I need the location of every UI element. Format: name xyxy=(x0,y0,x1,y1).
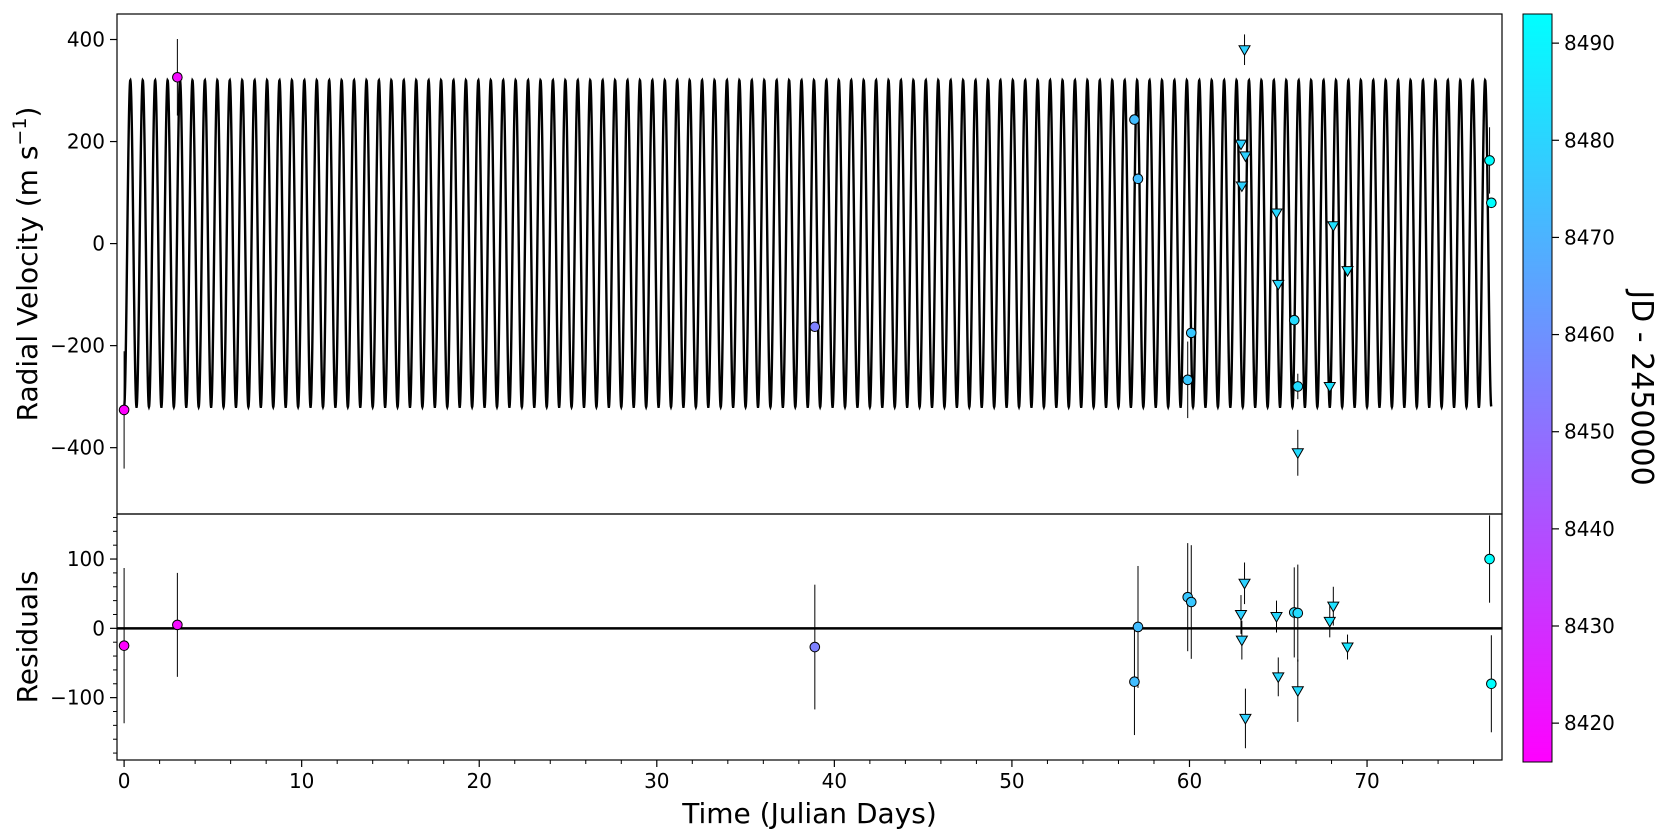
x-tick-label: 40 xyxy=(822,769,847,793)
rv-point-circle xyxy=(1484,155,1495,166)
colorbar-tick-label: 8470 xyxy=(1564,225,1615,249)
rv-point-circle xyxy=(118,404,130,416)
residuals-point-triangle xyxy=(1291,686,1305,698)
x-tick-label: 0 xyxy=(118,769,131,793)
residuals-panel: −100 0 100 xyxy=(50,513,1503,761)
x-tick-label: 30 xyxy=(644,769,669,793)
colorbar-tick-label: 8460 xyxy=(1564,323,1615,347)
rv-point-circle xyxy=(1292,381,1304,392)
residuals-ytick-label: −100 xyxy=(50,686,105,710)
rv-point-circle xyxy=(1182,374,1194,386)
colorbar: 8420 8430 8440 8450 8460 8470 8480 8490 JD - 24… xyxy=(1522,13,1659,763)
residuals-point-triangle xyxy=(1239,713,1252,725)
residuals-point-triangle xyxy=(1326,601,1340,613)
residuals-point-circle xyxy=(1486,678,1497,690)
rv-ytick-label: −200 xyxy=(50,334,105,358)
rv-point-circle xyxy=(1132,173,1144,185)
rv-point-triangle xyxy=(1341,266,1354,278)
rv-point-circle xyxy=(172,71,183,83)
colorbar-tick-label: 8490 xyxy=(1564,31,1615,55)
residuals-point-triangle xyxy=(1270,612,1283,624)
residuals-point-circle xyxy=(1484,553,1495,565)
residuals-point-circle xyxy=(1185,596,1197,608)
residuals-point-circle xyxy=(1292,607,1304,619)
rv-point-circle xyxy=(1288,314,1300,326)
x-tick-label: 20 xyxy=(467,769,492,793)
rv-model-curve xyxy=(122,77,1493,411)
colorbar-tick-label: 8480 xyxy=(1564,128,1615,152)
residuals-point-triangle xyxy=(1323,616,1337,628)
rv-point-circle xyxy=(1129,114,1140,125)
residuals-ytick-label: 0 xyxy=(92,616,105,640)
rv-ytick-label: 200 xyxy=(67,130,105,154)
x-tick-label: 70 xyxy=(1354,769,1379,793)
residuals-point-triangle xyxy=(1238,578,1251,590)
y-axis-label-rv: Radial Velocity (m s−1) xyxy=(9,107,44,422)
residuals-point-circle xyxy=(172,619,183,631)
colorbar-tick-label: 8420 xyxy=(1564,711,1615,735)
colorbar-tick-label: 8450 xyxy=(1564,420,1615,444)
colorbar-tick-label: 8430 xyxy=(1564,614,1615,638)
residuals-point-triangle xyxy=(1341,642,1354,654)
x-tick-label: 60 xyxy=(1177,769,1202,793)
rv-point-triangle xyxy=(1323,381,1337,393)
rv-point-circle xyxy=(809,321,821,333)
rv-point-triangle xyxy=(1326,221,1340,233)
rv-point-triangle xyxy=(1239,151,1252,163)
residuals-point-triangle xyxy=(1271,672,1285,684)
y-axis-label-residuals: Residuals xyxy=(11,571,44,704)
residuals-ytick-label: 100 xyxy=(67,547,105,571)
rv-point-triangle xyxy=(1234,139,1248,151)
x-axis-label: Time (Julian Days) xyxy=(681,797,937,830)
colorbar-label: JD - 2450000 xyxy=(1624,288,1659,485)
rv-point-circle xyxy=(1486,197,1497,209)
rv-point-circle xyxy=(1185,327,1197,339)
rv-point-triangle xyxy=(1270,208,1283,220)
colorbar-gradient xyxy=(1522,13,1553,763)
residuals-point-circle xyxy=(809,641,821,653)
residuals-point-circle xyxy=(1132,621,1144,633)
residuals-point-triangle xyxy=(1234,609,1248,621)
residuals-point-triangle xyxy=(1235,635,1249,647)
rv-ytick-label: 0 xyxy=(92,232,105,256)
x-tick-label: 10 xyxy=(289,769,314,793)
rv-panel: −400 −200 0 200 400 xyxy=(50,13,1503,515)
residuals-point-circle xyxy=(118,640,130,651)
rv-point-triangle xyxy=(1291,448,1305,460)
rv-point-triangle xyxy=(1238,45,1251,57)
rv-ytick-label: 400 xyxy=(67,28,105,52)
x-tick-label: 50 xyxy=(999,769,1024,793)
residuals-panel-frame xyxy=(116,513,1503,761)
rv-point-triangle xyxy=(1271,279,1285,291)
residuals-point-circle xyxy=(1129,676,1140,687)
colorbar-tick-label: 8440 xyxy=(1564,517,1615,541)
rv-point-triangle xyxy=(1235,181,1249,193)
rv-ytick-label: −400 xyxy=(50,436,105,460)
